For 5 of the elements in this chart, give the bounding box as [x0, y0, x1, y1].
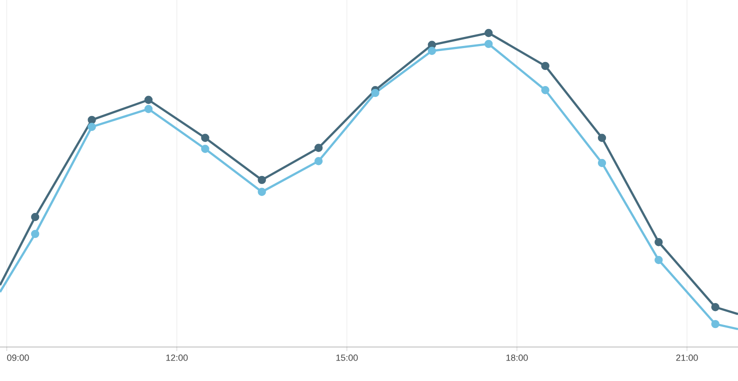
- x-tick-label: 15:00: [336, 354, 358, 361]
- x-tick-label: 21:00: [676, 354, 698, 361]
- x-tick-label: 09:00: [7, 354, 29, 361]
- x-tick-label: 18:00: [506, 354, 528, 361]
- x-tick-label: 12:00: [166, 354, 188, 361]
